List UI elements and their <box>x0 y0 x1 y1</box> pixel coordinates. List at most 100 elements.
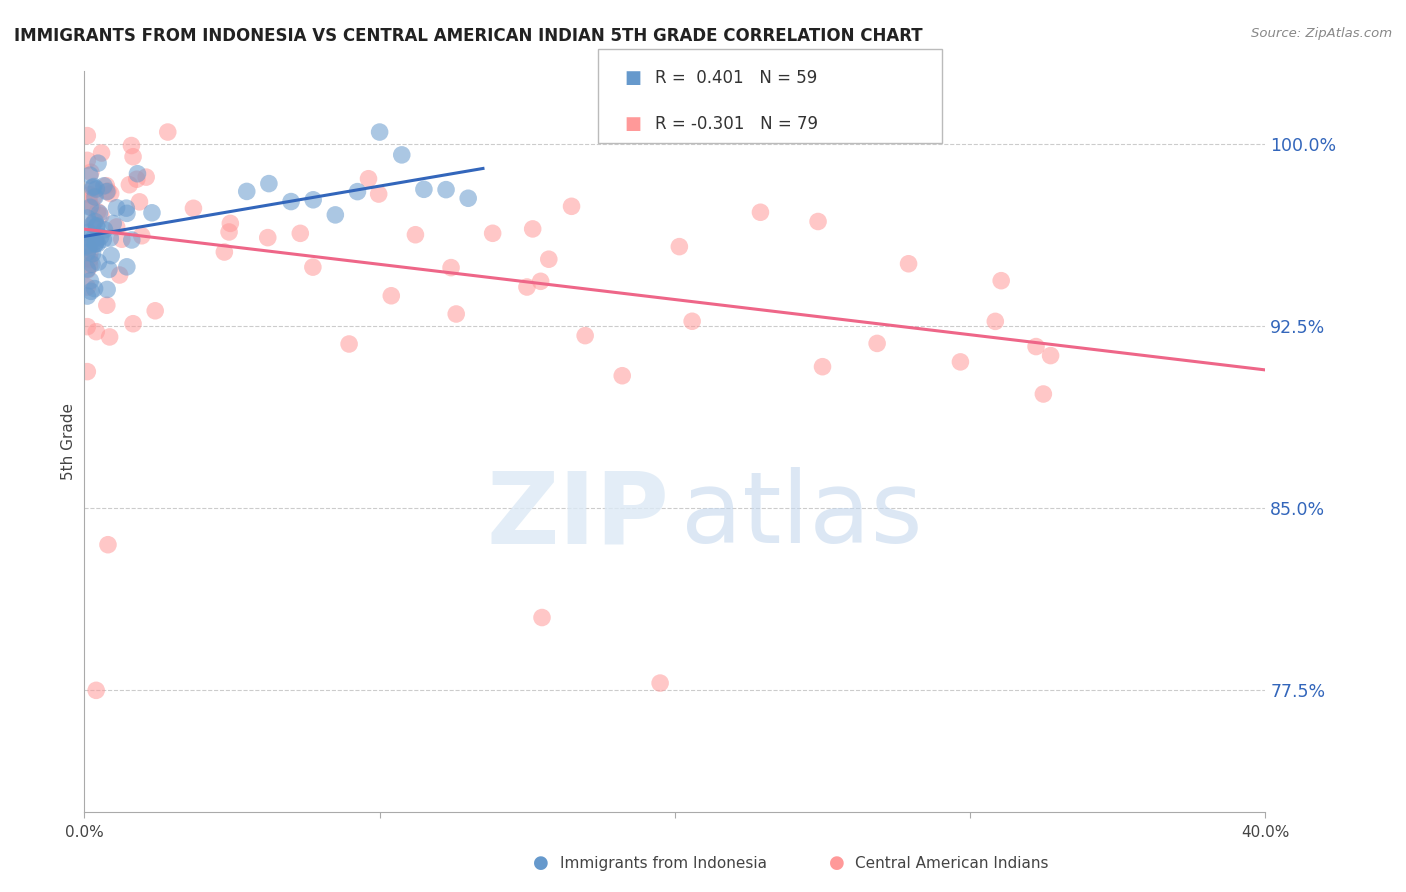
Point <box>82 180 104 194</box>
Point <box>368 125 391 139</box>
Point <box>96 178 118 193</box>
Point <box>86 236 108 251</box>
Point <box>122 150 145 164</box>
Point <box>668 239 690 253</box>
Point <box>84 236 107 251</box>
Point <box>280 194 302 209</box>
Point <box>440 260 463 275</box>
Point <box>96 298 118 312</box>
Point <box>84 325 107 339</box>
Point <box>80 165 103 179</box>
Point <box>103 217 125 231</box>
Point <box>807 214 830 228</box>
Point <box>77 225 100 239</box>
Point <box>650 676 672 690</box>
Point <box>79 252 101 267</box>
Point <box>83 282 105 296</box>
Point <box>96 282 118 296</box>
Point <box>574 328 596 343</box>
Text: Central American Indians: Central American Indians <box>855 856 1049 871</box>
Text: 0.0%: 0.0% <box>65 825 104 840</box>
Point <box>128 194 150 209</box>
Point <box>77 241 100 255</box>
Point <box>481 227 503 241</box>
Point <box>76 262 98 277</box>
Point <box>143 303 166 318</box>
Point <box>84 237 107 252</box>
Point <box>121 233 143 247</box>
Point <box>100 249 122 263</box>
Point <box>79 258 101 272</box>
Point <box>96 185 118 199</box>
Point <box>522 222 544 236</box>
Point <box>612 368 634 383</box>
Text: 40.0%: 40.0% <box>1241 825 1289 840</box>
Text: ●: ● <box>533 855 550 872</box>
Point <box>367 187 389 202</box>
Point <box>87 156 110 170</box>
Point <box>357 171 380 186</box>
Point <box>76 289 98 303</box>
Point <box>141 206 163 220</box>
Text: ■: ■ <box>624 115 641 133</box>
Point <box>1025 340 1047 354</box>
Point <box>97 262 120 277</box>
Point <box>84 214 107 228</box>
Point <box>90 209 112 223</box>
Point <box>236 185 259 199</box>
Point <box>811 359 834 374</box>
Point <box>256 230 278 244</box>
Point <box>404 227 426 242</box>
Point <box>257 177 280 191</box>
Point <box>80 257 103 271</box>
Point <box>127 167 149 181</box>
Point <box>82 246 104 260</box>
Point <box>76 211 98 225</box>
Point <box>122 317 145 331</box>
Point <box>83 215 105 229</box>
Point <box>108 268 131 282</box>
Point <box>949 355 972 369</box>
Point <box>346 185 368 199</box>
Point <box>135 170 157 185</box>
Point <box>866 336 889 351</box>
Point <box>337 337 360 351</box>
Point <box>86 219 108 234</box>
Point <box>79 200 101 214</box>
Point <box>120 138 142 153</box>
Point <box>77 239 100 253</box>
Point <box>82 182 104 196</box>
Point <box>984 314 1007 328</box>
Point <box>516 280 538 294</box>
Point <box>125 172 148 186</box>
Point <box>156 125 179 139</box>
Point <box>105 219 128 234</box>
Point <box>76 365 98 379</box>
Point <box>86 182 108 196</box>
Point <box>444 307 467 321</box>
Point <box>84 190 107 204</box>
Point <box>537 252 560 267</box>
Point <box>530 274 553 288</box>
Point <box>115 260 138 274</box>
Point <box>380 289 402 303</box>
Y-axis label: 5th Grade: 5th Grade <box>60 403 76 480</box>
Point <box>86 219 108 233</box>
Text: R = -0.301   N = 79: R = -0.301 N = 79 <box>655 115 818 133</box>
Point <box>83 189 105 203</box>
Point <box>90 146 112 161</box>
Point <box>391 148 413 162</box>
Text: atlas: atlas <box>681 467 922 564</box>
Point <box>218 225 240 239</box>
Point <box>98 231 121 245</box>
Point <box>93 223 115 237</box>
Point <box>302 260 325 274</box>
Point <box>111 232 134 246</box>
Point <box>82 218 104 232</box>
Point <box>76 319 98 334</box>
Point <box>76 153 98 168</box>
Text: ●: ● <box>828 855 845 872</box>
Point <box>749 205 772 219</box>
Point <box>531 610 554 624</box>
Point <box>1032 387 1054 401</box>
